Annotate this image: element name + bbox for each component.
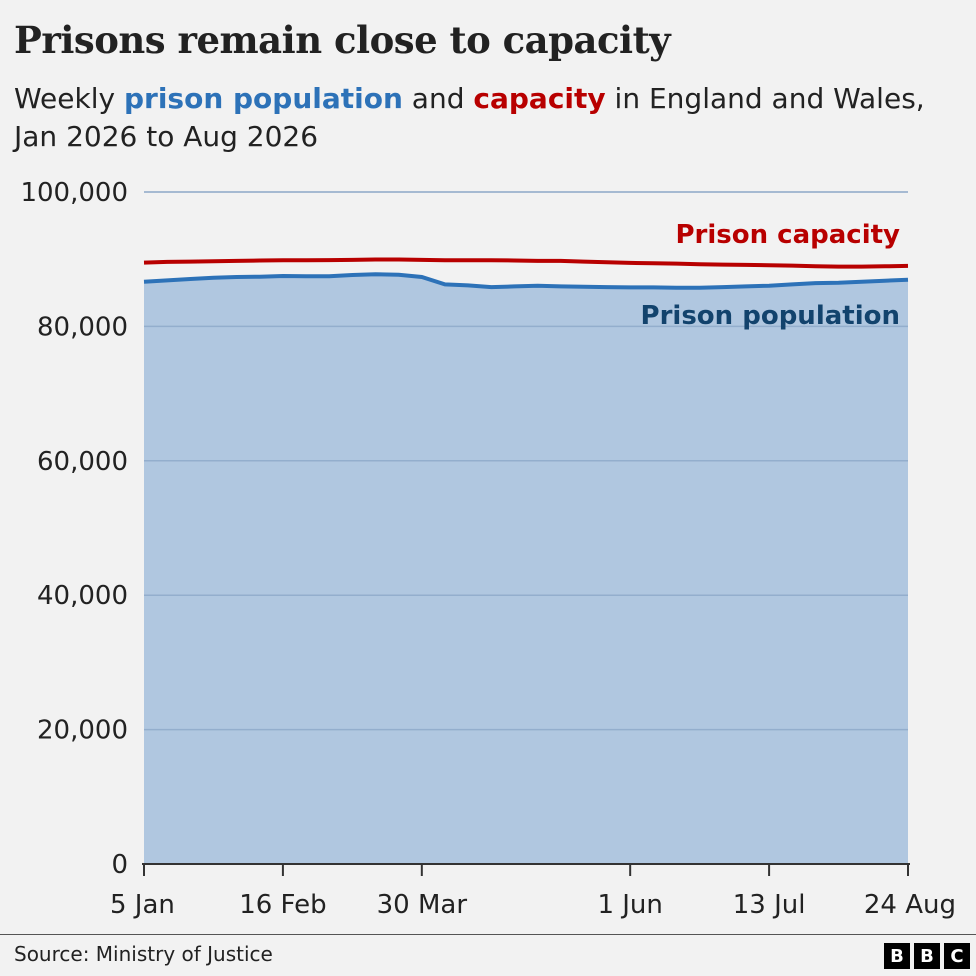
x-axis bbox=[142, 863, 910, 876]
capacity-line bbox=[143, 257, 909, 269]
population-series-label: Prison population bbox=[641, 301, 900, 331]
subtitle-text-3: in England and Wales, Jan 2026 to Aug 20… bbox=[14, 82, 925, 153]
subtitle-capacity-word: capacity bbox=[473, 82, 606, 115]
x-tick-label: 24 Aug bbox=[864, 890, 956, 920]
x-tick-label: 1 Jun bbox=[597, 890, 662, 920]
y-tick-label: 80,000 bbox=[37, 312, 128, 342]
y-tick-label: 100,000 bbox=[20, 178, 128, 208]
y-tick-label: 20,000 bbox=[37, 716, 128, 746]
x-tick-label: 13 Jul bbox=[733, 890, 806, 920]
y-tick-label: 60,000 bbox=[37, 447, 128, 477]
footer-divider bbox=[0, 934, 976, 935]
area-chart: 0 20,000 40,000 60,000 80,000 100,000 5 Jan 16… bbox=[20, 178, 956, 920]
logo-letter: C bbox=[944, 943, 970, 969]
logo-letter: B bbox=[914, 943, 940, 969]
x-tick-label: 16 Feb bbox=[239, 890, 326, 920]
source-note: Source: Ministry of Justice bbox=[14, 942, 273, 966]
subtitle-text-2: and bbox=[402, 82, 474, 115]
chart-subtitle: Weekly prison population and capacity in… bbox=[14, 80, 974, 156]
gridlines-over-area bbox=[144, 191, 908, 731]
x-axis-labels: 5 Jan 16 Feb 30 Mar 1 Jun 13 Jul 24 Aug bbox=[110, 890, 956, 920]
y-tick-label: 0 bbox=[111, 850, 128, 880]
x-tick-label: 5 Jan bbox=[110, 890, 175, 920]
chart-title: Prisons remain close to capacity bbox=[14, 18, 671, 62]
population-area bbox=[144, 274, 908, 864]
y-tick-label: 40,000 bbox=[37, 581, 128, 611]
capacity-series-label: Prison capacity bbox=[675, 220, 900, 250]
logo-letter: B bbox=[884, 943, 910, 969]
bbc-logo: B B C bbox=[884, 943, 970, 969]
population-line bbox=[143, 272, 909, 290]
y-axis-labels: 0 20,000 40,000 60,000 80,000 100,000 bbox=[20, 178, 128, 880]
x-tick-label: 30 Mar bbox=[377, 890, 468, 920]
subtitle-text-1: Weekly bbox=[14, 82, 124, 115]
subtitle-population-word: prison population bbox=[123, 82, 403, 115]
